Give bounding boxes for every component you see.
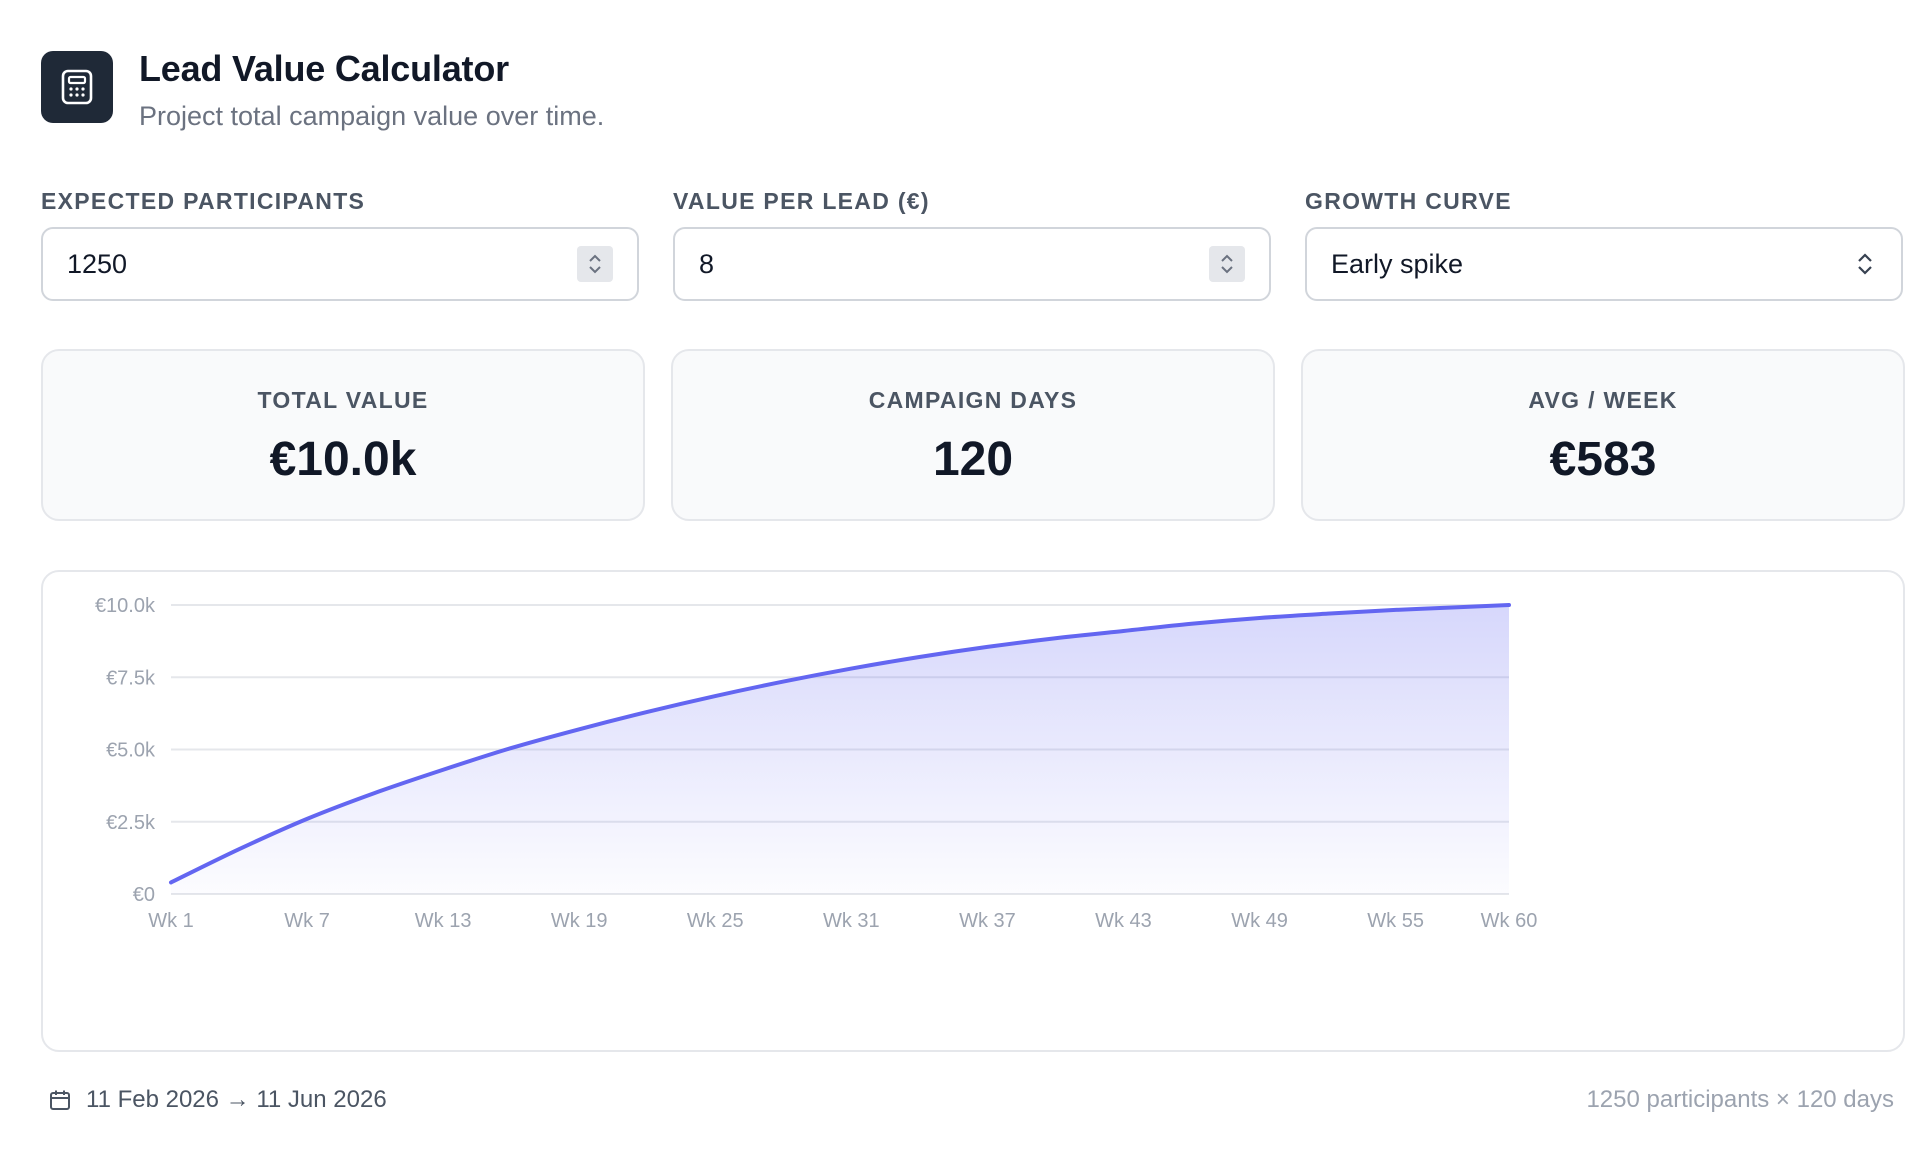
total-value-card: TOTAL VALUE €10.0k: [41, 349, 645, 521]
y-tick-label: €2.5k: [106, 812, 156, 834]
x-tick-label: Wk 19: [551, 910, 608, 932]
x-tick-label: Wk 13: [415, 910, 472, 932]
participants-field-group: EXPECTED PARTICIPANTS 1250: [41, 190, 639, 301]
x-tick-label: Wk 7: [284, 910, 330, 932]
page-title: Lead Value Calculator: [139, 48, 509, 89]
participants-label: EXPECTED PARTICIPANTS: [41, 188, 366, 214]
calculator-icon: [41, 51, 113, 123]
growth-curve-label: GROWTH CURVE: [1305, 188, 1512, 214]
x-tick-label: Wk 37: [959, 910, 1016, 932]
series-line: [169, 603, 1511, 885]
summary-text: 1250 participants × 120 days: [1586, 1086, 1894, 1113]
page-subtitle: Project total campaign value over time.: [139, 101, 605, 131]
participants-input[interactable]: 1250: [41, 227, 639, 301]
avg-week-label: AVG / WEEK: [1528, 387, 1678, 413]
value-per-lead-input[interactable]: 8: [673, 227, 1271, 301]
x-tick-label: Wk 49: [1231, 910, 1288, 932]
campaign-days-value: 120: [932, 433, 1014, 486]
x-tick-label: Wk 43: [1095, 910, 1152, 932]
avg-week-value: €583: [1549, 433, 1657, 486]
value-per-lead-field-group: VALUE PER LEAD (€) 8: [673, 190, 1271, 301]
campaign-days-label: CAMPAIGN DAYS: [868, 387, 1078, 413]
date-range: 11 Feb 2026 → 11 Jun 2026: [48, 1086, 387, 1114]
x-tick-label: Wk 60: [1481, 910, 1538, 932]
growth-curve-field-group: GROWTH CURVE Early spike: [1305, 190, 1903, 301]
value-per-lead-label: VALUE PER LEAD (€): [673, 188, 930, 214]
date-range-text: 11 Feb 2026 → 11 Jun 2026: [86, 1086, 387, 1113]
avg-week-card: AVG / WEEK €583: [1301, 349, 1905, 521]
growth-chart: €0 €2.5k €5.0k €7.5k €10.0k Wk 1 Wk 7 Wk 13 Wk …: [41, 570, 1905, 1052]
value-per-lead-stepper[interactable]: [1209, 246, 1245, 282]
value-per-lead-value: 8: [699, 248, 715, 279]
x-tick-label: Wk 1: [148, 910, 194, 932]
chart-canvas: €0 €2.5k €5.0k €7.5k €10.0k Wk 1 Wk 7 Wk 13 Wk …: [95, 595, 1538, 932]
y-tick-label: €0: [133, 884, 155, 906]
x-tick-label: Wk 55: [1367, 910, 1424, 932]
calendar-icon: [48, 1087, 74, 1113]
y-tick-label: €10.0k: [95, 595, 156, 617]
series-area: [171, 605, 1509, 894]
participants-stepper[interactable]: [577, 246, 613, 282]
header: Lead Value Calculator Project total camp…: [41, 51, 604, 130]
y-tick-label: €5.0k: [106, 740, 156, 762]
growth-curve-select[interactable]: Early spike: [1305, 227, 1903, 301]
x-tick-label: Wk 25: [687, 910, 744, 932]
x-tick-label: Wk 31: [823, 910, 880, 932]
chevron-up-down-icon: [1853, 246, 1877, 282]
campaign-days-card: CAMPAIGN DAYS 120: [671, 349, 1275, 521]
total-value-label: TOTAL VALUE: [257, 387, 429, 413]
y-tick-label: €7.5k: [106, 667, 156, 689]
growth-curve-value: Early spike: [1331, 248, 1464, 279]
total-value-value: €10.0k: [269, 433, 417, 486]
participants-value: 1250: [67, 248, 128, 279]
